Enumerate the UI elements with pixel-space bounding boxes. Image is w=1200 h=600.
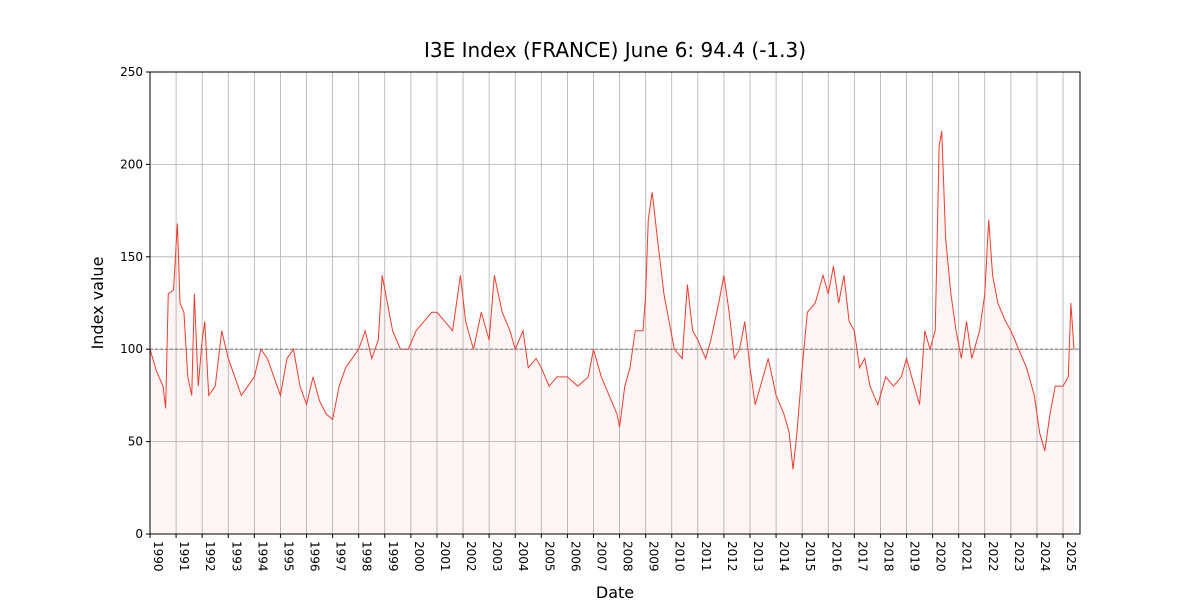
y-tick-label: 50 <box>128 435 143 449</box>
x-tick-label: 2013 <box>751 541 765 572</box>
x-tick-label: 2005 <box>542 541 556 572</box>
x-tick-label: 2006 <box>568 541 582 572</box>
x-tick-label: 2000 <box>412 541 426 572</box>
y-tick-label: 200 <box>120 157 143 171</box>
x-tick-label: 1997 <box>334 541 348 572</box>
x-tick-label: 2025 <box>1064 541 1078 572</box>
x-tick-label: 2009 <box>647 541 661 572</box>
x-tick-label: 1994 <box>255 541 269 572</box>
x-tick-label: 2008 <box>621 541 635 572</box>
x-tick-label: 1991 <box>177 541 191 572</box>
x-tick-label: 2011 <box>699 541 713 572</box>
plot-frame <box>149 71 1081 535</box>
x-tick-label: 2001 <box>438 541 452 572</box>
x-tick-label: 2023 <box>1012 541 1026 572</box>
chart-title: I3E Index (FRANCE) June 6: 94.4 (-1.3) <box>424 38 806 62</box>
x-tick-label: 2016 <box>829 541 843 572</box>
x-tick-label: 2020 <box>934 541 948 572</box>
x-tick-label: 1990 <box>151 541 165 572</box>
x-tick-label: 2018 <box>881 541 895 572</box>
x-tick-label: 2019 <box>908 541 922 572</box>
x-tick-label: 2015 <box>803 541 817 572</box>
x-tick-label: 2007 <box>594 541 608 572</box>
x-tick-label: 1996 <box>308 541 322 572</box>
x-tick-label: 2010 <box>673 541 687 572</box>
x-tick-label: 2021 <box>960 541 974 572</box>
x-tick-label: 1992 <box>203 541 217 572</box>
x-tick-label: 2014 <box>777 541 791 572</box>
x-tick-label: 2003 <box>490 541 504 572</box>
y-tick-label: 150 <box>120 250 143 264</box>
x-tick-label: 2012 <box>725 541 739 572</box>
x-axis-label: Date <box>596 583 634 600</box>
x-tick-label: 2022 <box>986 541 1000 572</box>
y-tick-label: 100 <box>120 342 143 356</box>
x-tick-label: 2004 <box>516 541 530 572</box>
x-tick-label: 2024 <box>1038 541 1052 572</box>
x-tick-label: 1993 <box>229 541 243 572</box>
x-tick-label: 1995 <box>281 541 295 572</box>
x-tick-label: 1999 <box>386 541 400 572</box>
y-tick-label: 250 <box>120 65 143 79</box>
area-fill <box>150 131 1074 535</box>
y-axis-label: Index value <box>88 257 107 350</box>
x-tick-label: 2017 <box>855 541 869 572</box>
x-tick-label: 2002 <box>464 541 478 572</box>
x-tick-label: 1998 <box>360 541 374 572</box>
y-tick-label: 0 <box>135 527 143 541</box>
